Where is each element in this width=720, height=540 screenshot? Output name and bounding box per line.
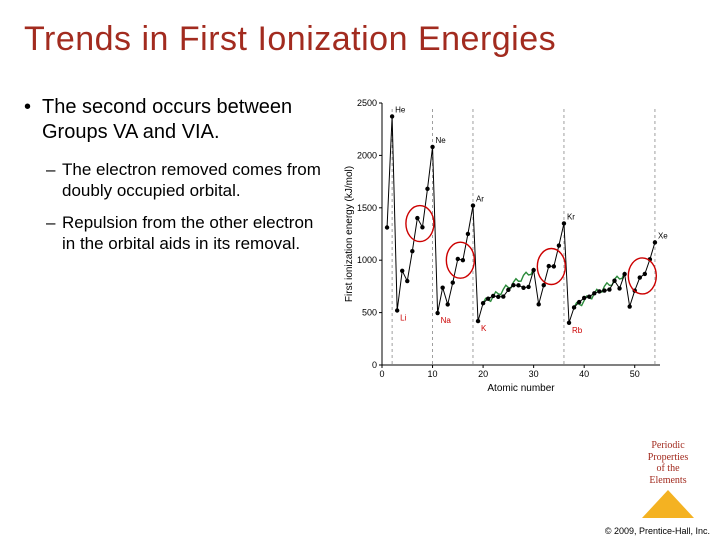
bullet-list: The second occurs between Groups VA and … — [24, 95, 324, 405]
svg-text:Na: Na — [441, 316, 452, 325]
svg-text:20: 20 — [478, 369, 488, 379]
chart-svg: 0 500 1000 1500 2000 2500 0 10 20 30 40 50 Atomic nu… — [340, 95, 670, 405]
corner-line: Properties — [638, 452, 698, 464]
svg-text:First ionization energy (kJ/mo: First ionization energy (kJ/mol) — [344, 166, 355, 302]
svg-text:50: 50 — [630, 369, 640, 379]
svg-text:10: 10 — [428, 369, 438, 379]
page-title: Trends in First Ionization Energies — [24, 20, 696, 59]
svg-text:Li: Li — [400, 314, 406, 323]
svg-text:Ne: Ne — [436, 136, 447, 145]
svg-text:1000: 1000 — [357, 255, 377, 265]
svg-text:500: 500 — [362, 308, 377, 318]
sub-bullet: Repulsion from the other electron in the… — [46, 212, 324, 255]
svg-text:Xe: Xe — [658, 231, 668, 240]
svg-text:40: 40 — [579, 369, 589, 379]
corner-line: of the — [638, 463, 698, 475]
svg-text:Rb: Rb — [572, 326, 583, 335]
svg-text:Ar: Ar — [476, 195, 484, 204]
svg-text:K: K — [481, 324, 487, 333]
svg-text:30: 30 — [529, 369, 539, 379]
corner-line: Periodic — [638, 440, 698, 452]
svg-text:Atomic number: Atomic number — [487, 383, 555, 394]
corner-line: Elements — [638, 475, 698, 487]
svg-text:2000: 2000 — [357, 150, 377, 160]
ionization-chart: 0 500 1000 1500 2000 2500 0 10 20 30 40 50 Atomic nu… — [340, 95, 670, 405]
copyright: © 2009, Prentice-Hall, Inc. — [605, 526, 710, 536]
svg-text:1500: 1500 — [357, 203, 377, 213]
corner-tag: Periodic Properties of the Elements — [638, 440, 698, 518]
sub-bullet: The electron removed comes from doubly o… — [46, 159, 324, 202]
svg-text:He: He — [395, 105, 406, 114]
bullet-main: The second occurs between Groups VA and … — [24, 95, 324, 145]
svg-text:2500: 2500 — [357, 98, 377, 108]
svg-text:Kr: Kr — [567, 212, 575, 221]
triangle-icon — [642, 490, 694, 518]
svg-text:0: 0 — [372, 360, 377, 370]
content-row: The second occurs between Groups VA and … — [24, 95, 696, 405]
slide: Trends in First Ionization Energies The … — [0, 0, 720, 540]
svg-text:0: 0 — [379, 369, 384, 379]
